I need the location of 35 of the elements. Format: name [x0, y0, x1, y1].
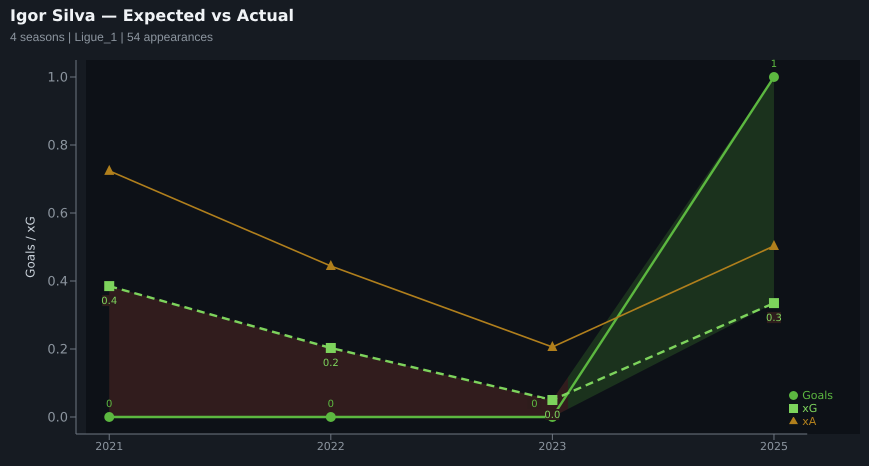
x-tick-label: 2022: [316, 440, 345, 453]
point: [104, 281, 114, 292]
data-label: 1: [770, 59, 778, 70]
chart-subtitle: 4 seasons | Ligue_1 | 54 appearances: [10, 30, 214, 44]
point: [104, 164, 114, 175]
y-tick-label: 0.0: [47, 410, 68, 426]
y-tick-label: 1.0: [47, 70, 68, 86]
legend-label: xG: [802, 402, 818, 415]
point: [326, 260, 336, 270]
point: [768, 240, 779, 250]
point: [547, 340, 558, 351]
x-tick-label: 2023: [538, 440, 566, 453]
y-tick-label: 0.6: [47, 206, 68, 222]
data-label: 0.3: [766, 313, 782, 324]
y-tick-label: 0.4: [47, 274, 68, 290]
data-label: 0.0: [544, 410, 560, 421]
point: [104, 412, 114, 422]
point: [768, 298, 779, 308]
data-label: 0.4: [101, 296, 118, 308]
y-tick-label: 0.2: [47, 342, 68, 358]
point: [547, 395, 558, 405]
x-tick-label: 2025: [760, 440, 788, 453]
y-tick-label: 0.8: [47, 138, 68, 154]
legend-label: Goals: [802, 389, 833, 402]
data-label: 0: [106, 399, 112, 410]
data-label: 0.2: [322, 358, 339, 369]
chart-title: Igor Silva — Expected vs Actual: [10, 6, 294, 25]
point: [326, 412, 336, 422]
x-tick-label: 2021: [95, 440, 124, 453]
point: [768, 72, 779, 82]
data-label: 0: [531, 399, 538, 410]
y-axis-title: Goals / xG: [23, 216, 38, 278]
data-label: 0: [328, 399, 334, 410]
point: [326, 342, 336, 353]
legend-label: xA: [802, 415, 816, 428]
